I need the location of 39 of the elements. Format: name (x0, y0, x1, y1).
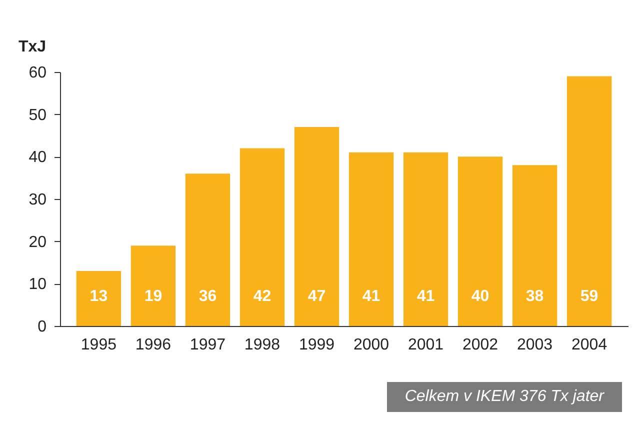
y-tick-label: 30 (28, 192, 47, 208)
bar (348, 152, 394, 326)
bar (512, 165, 558, 326)
data-label: 36 (198, 288, 217, 305)
x-tick-label: 2002 (462, 336, 498, 354)
data-label: 41 (416, 288, 435, 305)
bar (76, 270, 122, 326)
x-tick-label: 1999 (298, 336, 335, 354)
y-axis-title: TxJ (18, 38, 46, 56)
bar (403, 152, 448, 326)
bar (294, 127, 340, 326)
bar (458, 156, 503, 326)
data-label: 47 (308, 288, 326, 305)
text: Celkem v IKEM 376 Tx jater (386, 382, 622, 412)
data-label: 19 (144, 288, 162, 305)
bar (566, 76, 612, 326)
data-label: 38 (526, 288, 544, 305)
data-label: 41 (362, 288, 380, 305)
bar (240, 148, 285, 326)
data-label: 40 (471, 288, 490, 305)
data-label: 13 (90, 288, 108, 305)
y-tick-label: 20 (28, 234, 47, 251)
data-label: 42 (253, 288, 272, 305)
x-tick-label: 2004 (572, 336, 608, 354)
data-label: 59 (580, 288, 598, 305)
x-tick-label: 1996 (135, 336, 172, 354)
bar (130, 246, 176, 326)
y-tick-label: 60 (28, 64, 47, 82)
x-tick-label: 2003 (516, 336, 553, 354)
x-tick-label: 1998 (244, 336, 280, 354)
x-tick-label: 2001 (408, 336, 444, 354)
x-tick-label: 1995 (80, 336, 117, 354)
y-tick-label: 0 (38, 318, 47, 336)
bar (185, 174, 230, 326)
y-tick-label: 10 (28, 276, 47, 294)
y-tick-label: 40 (28, 149, 47, 166)
x-tick-label: 2000 (353, 336, 390, 354)
x-tick-label: 1997 (190, 336, 226, 354)
y-tick-label: 50 (28, 106, 47, 124)
